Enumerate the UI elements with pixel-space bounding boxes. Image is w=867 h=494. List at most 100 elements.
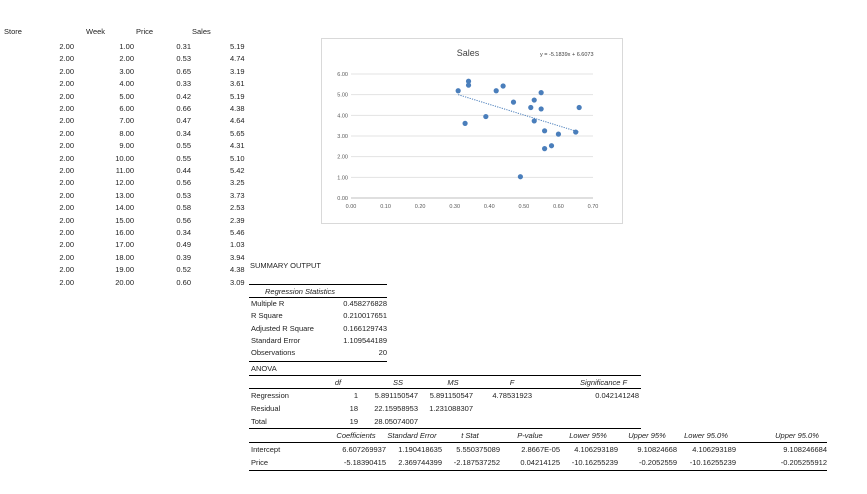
coef-header[interactable]: Upper 95.0%: [775, 431, 819, 440]
coef-row-label[interactable]: Intercept: [251, 445, 281, 454]
coef-cell[interactable]: -0.205255912: [780, 458, 827, 467]
anova-cell[interactable]: 22.15958953: [374, 404, 418, 413]
anova-cell[interactable]: 5.891150547: [429, 391, 473, 400]
sheet-cell[interactable]: 4.38: [230, 104, 245, 113]
column-header[interactable]: Price: [136, 27, 154, 36]
sheet-cell[interactable]: 2.00: [59, 153, 74, 163]
anova-row-label[interactable]: Regression: [251, 391, 289, 400]
coef-cell[interactable]: -2.187537252: [453, 458, 500, 467]
sheet-cell[interactable]: 4.38: [230, 265, 245, 275]
sheet-cell[interactable]: 8.00: [119, 128, 134, 138]
coef-header[interactable]: Standard Error: [387, 431, 437, 440]
sheet-cell[interactable]: 3.94: [230, 252, 245, 262]
sheet-cell[interactable]: 0.31: [176, 42, 191, 51]
stat-label[interactable]: R Square: [251, 311, 283, 321]
sheet-cell[interactable]: 0.47: [176, 116, 191, 126]
sheet-cell[interactable]: 20.00: [115, 277, 134, 287]
sheet-cell[interactable]: 0.53: [176, 54, 191, 64]
coef-cell[interactable]: 4.106293189: [692, 445, 736, 454]
sheet-cell[interactable]: 0.58: [176, 203, 191, 213]
anova-title[interactable]: ANOVA: [251, 364, 277, 373]
sheet-cell[interactable]: 2.00: [59, 240, 74, 250]
coef-cell[interactable]: 4.106293189: [574, 445, 618, 454]
stat-label[interactable]: Adjusted R Square: [251, 323, 314, 333]
sheet-cell[interactable]: 18.00: [115, 252, 134, 262]
sheet-cell[interactable]: 3.25: [230, 178, 245, 188]
sheet-cell[interactable]: 17.00: [115, 240, 134, 250]
sheet-cell[interactable]: 5.10: [230, 153, 245, 163]
sheet-cell[interactable]: 0.33: [176, 79, 191, 89]
sheet-cell[interactable]: 0.56: [176, 215, 191, 225]
sheet-cell[interactable]: 0.65: [176, 66, 191, 76]
anova-cell[interactable]: 4.78531923: [492, 391, 532, 400]
sheet-cell[interactable]: 12.00: [115, 178, 134, 188]
sheet-cell[interactable]: 2.00: [59, 277, 74, 287]
sheet-cell[interactable]: 5.42: [230, 166, 245, 175]
anova-cell[interactable]: 19: [349, 417, 358, 426]
sheet-cell[interactable]: 0.49: [176, 240, 191, 250]
stat-label[interactable]: Observations: [251, 348, 296, 358]
sheet-cell[interactable]: 0.60: [176, 277, 191, 287]
anova-row-label[interactable]: Residual: [251, 404, 281, 413]
coef-cell[interactable]: 9.108246684: [783, 445, 827, 454]
sheet-cell[interactable]: 2.00: [59, 141, 74, 151]
coef-cell[interactable]: -0.2052559: [639, 458, 677, 467]
sheet-cell[interactable]: 2.00: [59, 91, 74, 101]
sheet-cell[interactable]: 5.46: [230, 228, 245, 237]
sheet-cell[interactable]: 3.09: [230, 277, 245, 287]
coef-header[interactable]: P-value: [517, 431, 543, 440]
sheet-cell[interactable]: 0.34: [176, 128, 191, 138]
sheet-cell[interactable]: 15.00: [115, 215, 134, 225]
sheet-cell[interactable]: 14.00: [115, 203, 134, 213]
sheet-cell[interactable]: 5.19: [230, 91, 245, 101]
sheet-cell[interactable]: 2.00: [59, 190, 74, 200]
sheet-cell[interactable]: 2.53: [230, 203, 245, 213]
coef-cell[interactable]: 9.10824668: [637, 445, 677, 454]
coef-cell[interactable]: -10.16255239: [571, 458, 618, 467]
coef-row-label[interactable]: Price: [251, 458, 269, 467]
sheet-cell[interactable]: 2.00: [59, 66, 74, 76]
column-header[interactable]: Store: [4, 27, 22, 36]
anova-header[interactable]: df: [334, 378, 342, 387]
stat-value[interactable]: 0.458276828: [343, 299, 387, 308]
coef-header[interactable]: Coefficients: [336, 431, 376, 440]
sheet-cell[interactable]: 4.74: [230, 54, 245, 64]
anova-cell[interactable]: 5.891150547: [374, 391, 418, 400]
sheet-cell[interactable]: 2.00: [59, 79, 74, 89]
column-header[interactable]: Sales: [192, 27, 211, 36]
sheet-cell[interactable]: 4.00: [119, 79, 134, 89]
sheet-cell[interactable]: 0.52: [176, 265, 191, 275]
stat-value[interactable]: 0.210017651: [343, 311, 387, 321]
anova-header[interactable]: F: [509, 378, 515, 387]
anova-cell[interactable]: 18: [349, 404, 358, 413]
sheet-cell[interactable]: 0.34: [176, 228, 191, 237]
sheet-cell[interactable]: 0.66: [176, 104, 191, 113]
sheet-cell[interactable]: 2.00: [59, 42, 74, 51]
sheet-cell[interactable]: 0.55: [176, 141, 191, 151]
sheet-cell[interactable]: 13.00: [115, 190, 134, 200]
coef-header[interactable]: Upper 95%: [628, 431, 666, 440]
sheet-cell[interactable]: 7.00: [119, 116, 134, 126]
sheet-cell[interactable]: 3.61: [230, 79, 245, 89]
sheet-cell[interactable]: 6.00: [119, 104, 134, 113]
sheet-cell[interactable]: 0.53: [176, 190, 191, 200]
stat-value[interactable]: 1.109544189: [343, 335, 387, 345]
sheet-cell[interactable]: 2.00: [59, 178, 74, 188]
coef-cell[interactable]: 1.190418635: [398, 445, 442, 454]
coef-header[interactable]: Lower 95.0%: [684, 431, 728, 440]
sheet-cell[interactable]: 2.00: [59, 166, 74, 175]
sheet-cell[interactable]: 1.00: [119, 42, 134, 51]
sheet-cell[interactable]: 1.03: [230, 240, 245, 250]
sheet-cell[interactable]: 2.00: [59, 54, 74, 64]
stat-value[interactable]: 0.166129743: [343, 323, 387, 333]
sheet-cell[interactable]: 5.00: [119, 91, 134, 101]
sheet-cell[interactable]: 11.00: [115, 166, 134, 175]
sheet-cell[interactable]: 3.19: [230, 66, 245, 76]
sheet-cell[interactable]: 9.00: [119, 141, 134, 151]
coef-cell[interactable]: 2.8667E-05: [521, 445, 560, 454]
coef-cell[interactable]: 2.369744399: [398, 458, 442, 467]
sheet-cell[interactable]: 0.42: [176, 91, 191, 101]
coef-header[interactable]: t Stat: [461, 431, 479, 440]
coef-cell[interactable]: 6.607269937: [342, 445, 386, 454]
anova-header[interactable]: Significance F: [580, 378, 628, 387]
